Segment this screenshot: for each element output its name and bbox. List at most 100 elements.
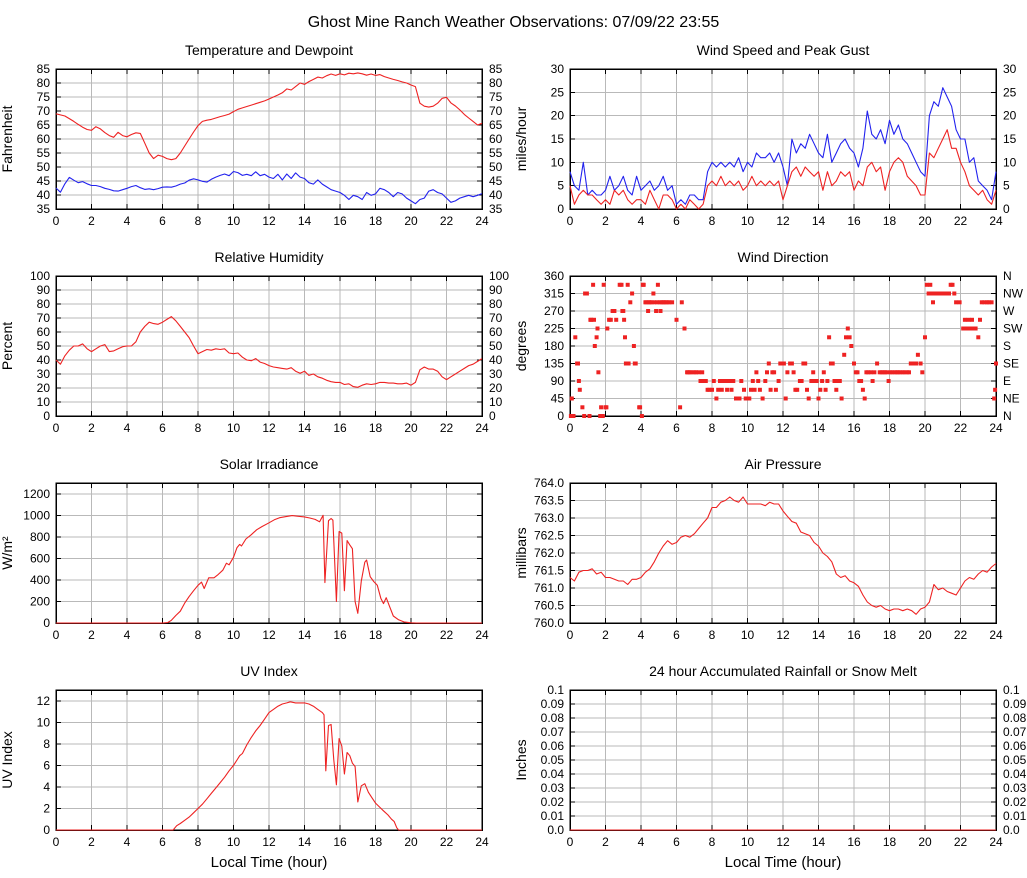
svg-text:70: 70 [489,104,503,118]
svg-text:18: 18 [369,421,383,435]
svg-text:35: 35 [489,202,503,216]
svg-text:6: 6 [159,628,166,642]
svg-text:2: 2 [602,628,609,642]
svg-text:NE: NE [1003,392,1020,406]
svg-text:0.0: 0.0 [547,823,564,837]
svg-text:10: 10 [227,421,241,435]
svg-text:14: 14 [298,835,312,849]
svg-text:75: 75 [37,90,51,104]
svg-text:55: 55 [37,146,51,160]
svg-text:0: 0 [567,421,574,435]
svg-text:W/m²: W/m² [0,536,15,570]
svg-text:16: 16 [847,214,861,228]
svg-text:0.08: 0.08 [541,711,565,725]
svg-text:135: 135 [544,357,564,371]
rainfall-plot: 24 hour Accumulated Rainfall or Snow Mel… [513,663,1027,871]
svg-text:18: 18 [883,835,897,849]
svg-text:30: 30 [37,367,51,381]
svg-text:50: 50 [37,160,51,174]
svg-text:760.5: 760.5 [534,599,564,613]
svg-text:0: 0 [53,214,60,228]
svg-text:45: 45 [551,392,565,406]
svg-text:Local Time (hour): Local Time (hour) [725,854,842,871]
svg-text:SW: SW [1003,322,1023,336]
svg-text:miles/hour: miles/hour [514,106,529,171]
svg-text:75: 75 [489,90,503,104]
svg-text:0: 0 [567,628,574,642]
svg-text:45: 45 [37,174,51,188]
svg-text:4: 4 [638,421,645,435]
svg-text:800: 800 [30,530,50,544]
svg-text:18: 18 [369,835,383,849]
svg-text:20: 20 [918,628,932,642]
svg-text:0.07: 0.07 [1003,725,1027,739]
svg-text:60: 60 [37,325,51,339]
svg-text:0: 0 [43,823,50,837]
svg-text:0.04: 0.04 [1003,767,1027,781]
svg-text:0.05: 0.05 [541,753,565,767]
svg-text:4: 4 [124,628,131,642]
svg-text:10: 10 [741,214,755,228]
svg-text:4: 4 [124,835,131,849]
svg-text:40: 40 [37,353,51,367]
svg-text:0.09: 0.09 [1003,697,1027,711]
svg-text:0: 0 [489,409,496,423]
svg-text:Local Time (hour): Local Time (hour) [211,854,328,871]
svg-text:5: 5 [1003,179,1010,193]
svg-text:6: 6 [673,835,680,849]
svg-text:22: 22 [954,628,968,642]
svg-text:14: 14 [812,214,826,228]
svg-text:20: 20 [404,214,418,228]
svg-text:S: S [1003,339,1011,353]
svg-text:40: 40 [489,353,503,367]
svg-text:10: 10 [1003,155,1017,169]
svg-text:0: 0 [53,421,60,435]
svg-text:80: 80 [489,297,503,311]
svg-text:0: 0 [53,835,60,849]
chart-relative-humidity: Relative Humidity 0 2 4 6 8 10 12 14 16 18 20 22 24 0 0… [0,245,513,452]
svg-text:14: 14 [812,421,826,435]
svg-text:10: 10 [489,395,503,409]
svg-text:0: 0 [567,835,574,849]
svg-text:10: 10 [741,628,755,642]
svg-text:18: 18 [369,214,383,228]
svg-text:4: 4 [638,214,645,228]
svg-text:8: 8 [43,737,50,751]
chart-wind-direction: Wind Direction 0 2 4 6 8 10 12 14 16 18 20 22 24 0 N 45 N… [513,245,1027,452]
chart-solar-irradiance: Solar Irradiance 0 2 4 6 8 10 12 14 16 18 20 22 24 0 20… [0,452,513,659]
svg-text:24 hour Accumulated Rainfall o: 24 hour Accumulated Rainfall or Snow Mel… [649,663,917,679]
svg-text:762.5: 762.5 [534,529,564,543]
svg-text:12: 12 [262,421,276,435]
svg-text:2: 2 [88,628,95,642]
svg-text:763.5: 763.5 [534,494,564,508]
chart-temperature-dewpoint: Temperature and Dewpoint 0 2 4 6 8 10 12 14 16 18 2… [0,38,513,245]
svg-text:6: 6 [159,835,166,849]
svg-text:Relative Humidity: Relative Humidity [215,249,324,265]
svg-text:18: 18 [883,214,897,228]
svg-text:4: 4 [638,628,645,642]
svg-text:14: 14 [298,628,312,642]
svg-text:12: 12 [37,694,51,708]
svg-text:Wind Direction: Wind Direction [737,249,828,265]
svg-text:15: 15 [551,132,565,146]
svg-text:8: 8 [195,628,202,642]
charts-grid: Temperature and Dewpoint 0 2 4 6 8 10 12 14 16 18 2… [0,38,1027,878]
svg-text:5: 5 [557,179,564,193]
svg-text:12: 12 [262,628,276,642]
svg-text:6: 6 [159,421,166,435]
svg-text:8: 8 [195,835,202,849]
svg-text:18: 18 [883,628,897,642]
svg-text:millibars: millibars [514,527,529,578]
svg-text:60: 60 [37,132,51,146]
svg-text:16: 16 [333,421,347,435]
svg-text:22: 22 [954,835,968,849]
svg-text:761.5: 761.5 [534,564,564,578]
svg-text:0.09: 0.09 [541,697,565,711]
chart-uv-index: UV Index 0 2 4 6 8 10 12 14 16 18 20 22 24 0 2 4 6 8 10 12 UV… [0,659,513,878]
svg-text:2: 2 [602,835,609,849]
svg-text:70: 70 [489,311,503,325]
